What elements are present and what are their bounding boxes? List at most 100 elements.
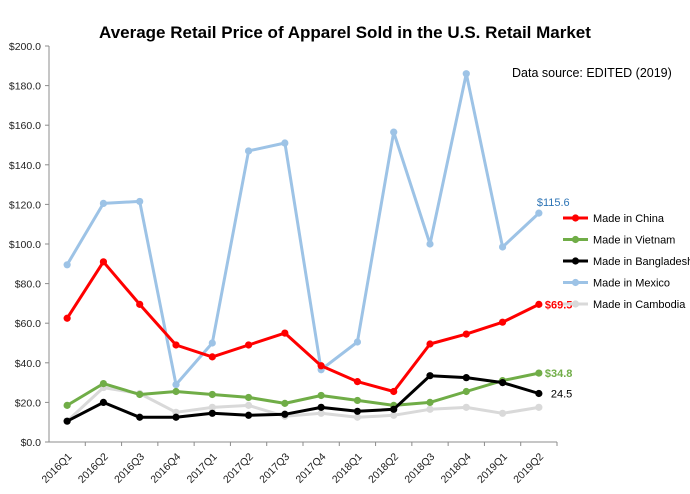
- data-point: [462, 374, 470, 382]
- series-made-in-china: [63, 258, 543, 396]
- legend-swatch-marker: [571, 257, 580, 265]
- y-tick-label: $100.0: [9, 239, 41, 251]
- data-point: [426, 340, 434, 348]
- end-data-label: $69.5: [545, 299, 573, 311]
- series-made-in-bangladesh: [63, 372, 543, 425]
- data-point: [172, 341, 180, 349]
- data-point: [172, 387, 180, 396]
- data-point: [244, 147, 253, 155]
- data-point: [353, 413, 362, 421]
- legend-swatch-marker: [571, 235, 580, 244]
- data-point: [498, 243, 507, 251]
- data-point: [462, 330, 470, 338]
- x-tick-label: 2017Q2: [221, 451, 256, 486]
- data-point: [353, 407, 362, 415]
- legend-item: Made in Cambodia: [563, 299, 686, 311]
- data-point: [353, 378, 362, 386]
- legend-swatch-marker: [571, 214, 580, 222]
- data-point: [244, 411, 253, 419]
- legend-swatch-marker: [571, 278, 580, 287]
- x-tick-label: 2016Q3: [112, 451, 147, 486]
- legend-label: Made in China: [593, 213, 665, 225]
- series-line: [65, 260, 540, 393]
- data-point: [426, 240, 434, 248]
- data-point: [99, 398, 108, 406]
- data-point: [426, 405, 434, 413]
- data-point: [172, 413, 180, 421]
- legend-label: Made in Mexico: [593, 278, 670, 290]
- y-tick-label: $120.0: [9, 199, 41, 211]
- data-point: [281, 399, 289, 407]
- legend-swatch-marker: [571, 300, 580, 308]
- data-point: [244, 393, 253, 402]
- data-point: [390, 128, 398, 136]
- x-tick-label: 2019Q2: [511, 451, 546, 486]
- chart-title: Average Retail Price of Apparel Sold in …: [99, 23, 591, 42]
- series-made-in-vietnam: [63, 369, 543, 409]
- legend-item: Made in China: [563, 213, 665, 225]
- data-source-annotation: Data source: EDITED (2019): [512, 66, 672, 80]
- series-line: [66, 386, 540, 423]
- data-point: [208, 390, 216, 399]
- data-point: [136, 413, 144, 421]
- series-line: [66, 371, 540, 407]
- series-line: [66, 374, 540, 423]
- x-tick-label: 2017Q4: [294, 451, 329, 486]
- x-tick-label: 2016Q2: [76, 451, 111, 486]
- x-tick-label: 2016Q4: [148, 451, 183, 486]
- data-point: [281, 139, 289, 147]
- data-point: [462, 403, 470, 411]
- legend-item: Made in Mexico: [563, 278, 670, 290]
- y-tick-label: $200.0: [9, 41, 41, 53]
- data-point: [208, 403, 216, 411]
- data-point: [426, 372, 434, 380]
- data-point: [317, 409, 325, 417]
- data-point: [317, 391, 325, 400]
- data-point: [281, 329, 289, 337]
- series-line: [65, 72, 540, 387]
- x-tick-label: 2019Q1: [475, 451, 510, 486]
- data-point: [498, 318, 507, 326]
- y-tick-label: $180.0: [9, 81, 41, 93]
- data-point: [208, 409, 216, 417]
- legend: Made in China Made in Vietnam Made in Bang…: [563, 213, 690, 311]
- data-point: [426, 398, 434, 406]
- data-point: [498, 409, 507, 417]
- data-point: [390, 411, 398, 419]
- data-point: [244, 401, 253, 409]
- data-point: [281, 410, 289, 418]
- data-point: [535, 369, 543, 377]
- x-tick-label: 2016Q1: [40, 451, 75, 486]
- y-tick-label: $20.0: [15, 397, 41, 409]
- data-point: [317, 362, 325, 370]
- y-tick-label: $80.0: [15, 279, 41, 291]
- data-point: [462, 387, 470, 396]
- data-point: [317, 403, 325, 411]
- y-tick-label: $140.0: [9, 160, 41, 172]
- data-point: [172, 408, 180, 416]
- data-point: [63, 314, 71, 322]
- data-point: [208, 339, 216, 347]
- data-point: [99, 199, 108, 208]
- data-point: [136, 390, 144, 399]
- legend-item: Made in Vietnam: [563, 235, 675, 247]
- data-point: [136, 197, 144, 206]
- end-data-label: 24.5: [551, 388, 572, 400]
- data-point: [63, 417, 71, 425]
- data-point: [99, 258, 108, 266]
- data-point: [535, 389, 543, 398]
- data-point: [390, 387, 398, 396]
- data-point: [63, 401, 71, 409]
- data-point: [172, 380, 180, 389]
- data-point: [99, 379, 108, 388]
- legend-label: Made in Cambodia: [593, 299, 686, 311]
- x-tick-label: 2018Q4: [439, 451, 474, 486]
- data-point: [353, 396, 362, 405]
- data-point: [498, 379, 507, 387]
- data-point: [208, 353, 216, 361]
- x-tick-label: 2017Q3: [257, 451, 292, 486]
- data-point: [63, 261, 71, 269]
- legend-label: Made in Vietnam: [593, 235, 675, 247]
- series-made-in-mexico: [63, 70, 543, 389]
- end-data-label: $34.8: [545, 368, 573, 380]
